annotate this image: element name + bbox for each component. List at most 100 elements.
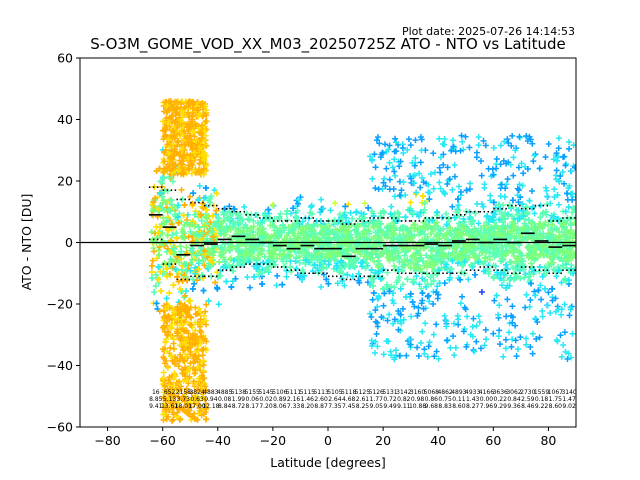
- scatter-point: [244, 274, 251, 281]
- scatter-point: [163, 295, 170, 302]
- chart-title: S-O3M_GOME_VOD_XX_M03_20250725Z ATO - NT…: [90, 35, 566, 54]
- scatter-point: [178, 255, 185, 262]
- scatter-point: [531, 210, 538, 217]
- scatter-point: [331, 200, 338, 207]
- scatter-point: [178, 248, 185, 255]
- scatter-point: [425, 292, 432, 299]
- scatter-point: [472, 210, 479, 217]
- scatter-point: [154, 255, 161, 262]
- scatter-point: [509, 197, 516, 204]
- scatter-point: [277, 210, 284, 217]
- scatter-point: [228, 284, 235, 291]
- scatter-point: [458, 269, 465, 276]
- scatter-point: [545, 289, 552, 296]
- scatter-point: [423, 216, 430, 223]
- scatter-point: [521, 274, 528, 281]
- scatter-point: [186, 193, 193, 200]
- scatter-point: [369, 278, 376, 285]
- scatter-points: [148, 98, 576, 424]
- scatter-point: [158, 287, 165, 294]
- scatter-point: [273, 282, 280, 289]
- scatter-point: [160, 175, 167, 182]
- scatter-point: [441, 280, 448, 287]
- scatter-point: [501, 193, 508, 200]
- scatter-point: [465, 276, 472, 283]
- scatter-point: [174, 235, 181, 242]
- scatter-point: [455, 202, 462, 209]
- scatter-point: [422, 276, 429, 283]
- scatter-point: [340, 270, 347, 277]
- scatter-point: [434, 283, 441, 290]
- scatter-point: [407, 199, 414, 206]
- scatter-point: [459, 293, 466, 300]
- scatter-point: [246, 284, 253, 291]
- scatter-point: [549, 285, 556, 292]
- scatter-point: [149, 257, 156, 264]
- scatter-point: [231, 206, 238, 213]
- scatter-point: [150, 248, 157, 255]
- scatter-point: [366, 281, 373, 288]
- scatter-point: [369, 296, 376, 303]
- scatter-point: [471, 260, 478, 267]
- scatter-point: [190, 190, 197, 197]
- scatter-point: [341, 282, 348, 289]
- scatter-point: [187, 228, 194, 235]
- scatter-point: [166, 289, 173, 296]
- scatter-point: [189, 286, 196, 293]
- scatter-point: [295, 200, 302, 207]
- scatter-point: [190, 276, 197, 283]
- scatter-point: [320, 271, 327, 278]
- scatter-point: [345, 201, 352, 208]
- scatter-point: [274, 272, 281, 279]
- scatter-point: [307, 204, 314, 211]
- scatter-point: [569, 209, 576, 216]
- scatter-point: [223, 278, 230, 285]
- scatter-point: [183, 244, 190, 251]
- scatter-point: [287, 263, 294, 270]
- scatter-point: [388, 243, 395, 250]
- scatter-point: [507, 258, 514, 265]
- scatter-point: [475, 220, 482, 227]
- scatter-point: [565, 204, 572, 211]
- scatter-point: [308, 202, 315, 209]
- scatter-point: [261, 218, 268, 225]
- scatter-point: [293, 265, 300, 272]
- scatter-point: [426, 196, 433, 203]
- scatter-point: [371, 258, 378, 265]
- scatter-point: [472, 271, 479, 278]
- scatter-point: [362, 200, 369, 207]
- scatter-point: [243, 210, 250, 217]
- scatter-point: [241, 204, 248, 211]
- scatter-point: [418, 285, 425, 292]
- scatter-point: [381, 290, 388, 297]
- scatter-point: [449, 203, 456, 210]
- scatter-point: [217, 268, 224, 275]
- scatter-point: [284, 216, 291, 223]
- scatter-point: [443, 210, 450, 217]
- scatter-point: [419, 290, 426, 297]
- scatter-point: [569, 196, 576, 203]
- scatter-point: [531, 288, 538, 295]
- scatter-point: [169, 178, 176, 185]
- scatter-point: [210, 202, 217, 209]
- scatter-point: [221, 217, 228, 224]
- scatter-point: [539, 273, 546, 280]
- scatter-point: [402, 214, 409, 221]
- scatter-point: [400, 281, 407, 288]
- scatter-point: [532, 292, 539, 299]
- scatter-point: [564, 190, 571, 197]
- scatter-point: [413, 273, 420, 280]
- scatter-point: [318, 196, 325, 203]
- scatter-point: [553, 273, 560, 280]
- scatter-point: [349, 215, 356, 222]
- scatter-point: [178, 186, 185, 193]
- scatter-point: [541, 285, 548, 292]
- scatter-point: [388, 203, 395, 210]
- scatter-point: [160, 214, 167, 221]
- scatter-point: [403, 293, 410, 300]
- scatter-point: [196, 182, 203, 189]
- scatter-point: [380, 266, 387, 273]
- scatter-point: [176, 210, 183, 217]
- scatter-point: [523, 291, 530, 298]
- scatter-point: [558, 279, 565, 286]
